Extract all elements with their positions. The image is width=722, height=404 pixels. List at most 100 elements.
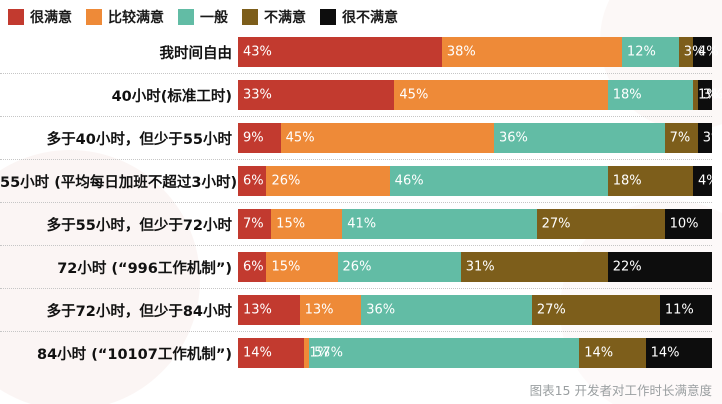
category-label: 72小时 (“996工作机制”)	[57, 260, 232, 277]
bar-segment-不满意: 7%	[664, 123, 698, 153]
bar-segment-比较满意: 26%	[266, 166, 390, 196]
bar-segment-比较满意: 45%	[280, 123, 494, 153]
bar-segment-不满意: 18%	[607, 166, 694, 196]
segment-value-label: 1%	[698, 87, 719, 103]
row-separator	[0, 288, 712, 289]
bar-segment-很不满意: 4%	[693, 37, 719, 67]
row-separator	[0, 73, 712, 74]
bar-segment-比较满意: 15%	[266, 252, 338, 282]
chart-row: 84小时 (“10107工作机制”) 14% 1% 57% 14% 14%	[0, 332, 722, 374]
bar-segment-很不满意: 4%	[693, 166, 719, 196]
chart-row: 多于40小时，但少于55小时 9% 45% 36% 7% 3%	[0, 117, 722, 159]
stacked-bar: 13% 13% 36% 27% 11%	[238, 295, 712, 325]
segment-value-label: 41%	[347, 216, 377, 232]
bar-segment-很不满意: 22%	[607, 252, 712, 282]
category-label: 84小时 (“10107工作机制”)	[37, 346, 232, 363]
segment-value-label: 13%	[243, 302, 272, 318]
bar-segment-很满意: 14%	[238, 338, 305, 368]
segment-value-label: 31%	[465, 259, 495, 275]
chart-row: 多于72小时，但少于84小时 13% 13% 36% 27% 11%	[0, 289, 722, 331]
row-separator	[0, 331, 712, 332]
chart-caption: 图表15 开发者对工作时长满意度	[529, 383, 712, 398]
legend-swatch	[178, 9, 194, 25]
legend-label: 不满意	[264, 10, 306, 26]
segment-value-label: 33%	[243, 87, 272, 103]
category-label: 多于55小时，但少于72小时	[46, 217, 232, 234]
row-separator	[0, 202, 712, 203]
bar-segment-很满意: 9%	[238, 123, 281, 153]
segment-value-label: 15%	[271, 259, 301, 275]
chart-row: 72小时 (“996工作机制”) 6% 15% 26% 31% 22%	[0, 246, 722, 288]
bar-segment-很满意: 33%	[238, 80, 395, 110]
legend-item: 很不满意	[320, 7, 398, 27]
stacked-bar: 6% 15% 26% 31% 22%	[238, 252, 712, 282]
bar-segment-比较满意: 1%	[304, 338, 330, 368]
chart-row: 我时间自由 43% 38% 12% 3% 4%	[0, 31, 722, 73]
bar-segment-很满意: 6%	[238, 252, 267, 282]
segment-value-label: 14%	[243, 345, 272, 361]
legend-swatch	[242, 9, 258, 25]
category-label: 多于40小时，但少于55小时	[46, 131, 232, 148]
segment-value-label: 57%	[314, 345, 343, 361]
segment-value-label: 13%	[304, 302, 334, 318]
stacked-bar: 6% 26% 46% 18% 4%	[238, 166, 719, 196]
legend-label: 一般	[200, 10, 228, 26]
bar-segment-不满意: 27%	[531, 295, 660, 325]
legend-item: 比较满意	[86, 7, 164, 27]
legend-swatch	[8, 9, 24, 25]
segment-value-label: 11%	[664, 302, 694, 318]
segment-value-label: 10%	[669, 216, 699, 232]
segment-value-label: 22%	[612, 259, 642, 275]
bar-segment-不满意: 14%	[579, 338, 646, 368]
stacked-bar: 14% 1% 57% 14% 14%	[238, 338, 712, 368]
bar-segment-很不满意: 10%	[664, 209, 712, 239]
segment-value-label: 1%	[309, 345, 330, 361]
chart-rows: 我时间自由 43% 38% 12% 3% 4% 40小时(标准工时) 33% 45% 18% 1% 3…	[0, 31, 722, 374]
bar-segment-不满意: 31%	[460, 252, 608, 282]
row-separator	[0, 116, 712, 117]
stacked-bar: 33% 45% 18% 1% 3%	[238, 80, 722, 110]
segment-value-label: 18%	[612, 173, 642, 189]
bar-segment-一般: 26%	[337, 252, 461, 282]
segment-value-label: 14%	[584, 345, 614, 361]
legend-item: 很满意	[8, 7, 72, 27]
segment-value-label: 3%	[702, 87, 722, 103]
chart-row: 55小时 (平均每日加班不超过3小时) 6% 26% 46% 18% 4%	[0, 160, 722, 202]
segment-value-label: 45%	[399, 87, 429, 103]
legend-swatch	[320, 9, 336, 25]
bar-segment-很满意: 43%	[238, 37, 442, 67]
category-label: 我时间自由	[159, 45, 233, 62]
segment-value-label: 36%	[366, 302, 396, 318]
bar-segment-很满意: 13%	[238, 295, 300, 325]
segment-value-label: 6%	[243, 259, 264, 275]
segment-value-label: 12%	[626, 44, 656, 60]
stacked-bar: 43% 38% 12% 3% 4%	[238, 37, 719, 67]
bar-segment-不满意: 1%	[693, 80, 719, 110]
bar-segment-比较满意: 45%	[394, 80, 608, 110]
bar-segment-一般: 18%	[607, 80, 694, 110]
stacked-bar: 7% 15% 41% 27% 10%	[238, 209, 712, 239]
category-label: 55小时 (平均每日加班不超过3小时)	[0, 174, 238, 191]
bar-segment-一般: 12%	[621, 37, 679, 67]
bar-segment-很不满意: 11%	[659, 295, 712, 325]
segment-value-label: 43%	[243, 44, 272, 60]
bar-segment-很不满意: 14%	[645, 338, 712, 368]
segment-value-label: 18%	[612, 87, 642, 103]
bar-segment-很不满意: 3%	[697, 80, 722, 110]
segment-value-label: 26%	[342, 259, 372, 275]
segment-value-label: 7%	[669, 130, 691, 146]
segment-value-label: 6%	[243, 173, 264, 189]
segment-value-label: 38%	[446, 44, 476, 60]
category-label: 多于72小时，但少于84小时	[46, 303, 232, 320]
segment-value-label: 46%	[394, 173, 424, 189]
row-separator	[0, 159, 712, 160]
segment-value-label: 7%	[243, 216, 264, 232]
segment-value-label: 26%	[271, 173, 301, 189]
chart-legend: 很满意 比较满意 一般 不满意 很不满意	[0, 0, 722, 31]
segment-value-label: 14%	[650, 345, 680, 361]
segment-value-label: 36%	[498, 130, 528, 146]
legend-item: 不满意	[242, 7, 306, 27]
segment-value-label: 4%	[698, 173, 719, 189]
chart-row: 40小时(标准工时) 33% 45% 18% 1% 3%	[0, 74, 722, 116]
